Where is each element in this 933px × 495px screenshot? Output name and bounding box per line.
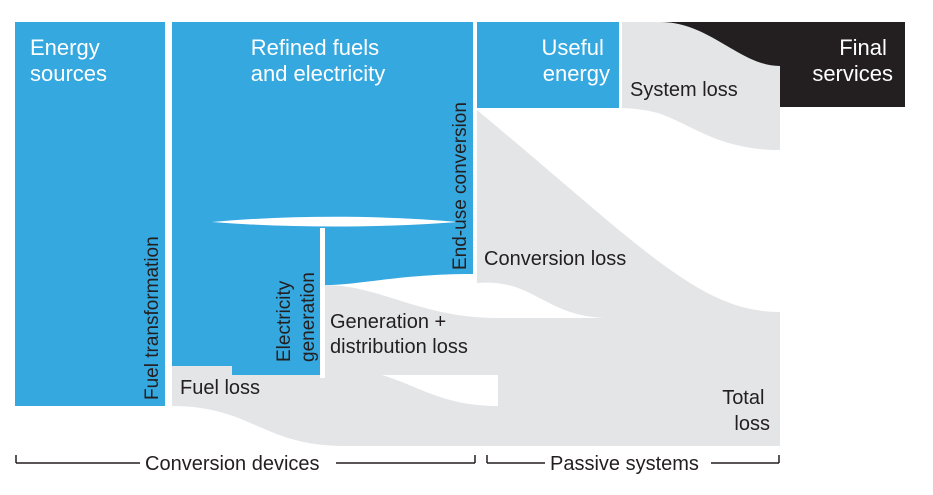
- generation-distribution-loss-label: Generation + distribution loss: [330, 311, 468, 358]
- total-loss-label: Total loss: [722, 387, 770, 435]
- fuel-loss-band: [172, 366, 498, 446]
- total-loss-bar: [498, 318, 780, 446]
- loss-flows: [172, 22, 780, 446]
- energy-flows: [15, 22, 619, 406]
- system-loss-label: System loss: [630, 79, 738, 101]
- electricity-generation-label: Electricity generation: [274, 272, 319, 362]
- fuel-transformation-label: Fuel transformation: [142, 236, 163, 400]
- passive-systems-label: Passive systems: [550, 453, 699, 475]
- end-use-conversion-label: End-use conversion: [450, 102, 471, 270]
- fuel-loss-label: Fuel loss: [180, 377, 260, 399]
- final-services-block: [660, 22, 905, 107]
- flow-split-gap: [212, 216, 458, 227]
- useful-energy-label: Useful energy: [542, 35, 610, 86]
- generation-distribution-loss-band: [325, 285, 498, 375]
- conversion-devices-label: Conversion devices: [145, 453, 320, 475]
- conversion-loss-label: Conversion loss: [484, 248, 626, 270]
- passive-systems-bracket: [486, 455, 780, 464]
- conversion-loss-band: [477, 110, 780, 318]
- conversion-devices-bracket: [15, 455, 476, 464]
- energy-sources-bar: [15, 22, 165, 406]
- energy-sources-label: Energy sources: [30, 35, 107, 86]
- useful-energy-bar: [477, 22, 619, 108]
- electricity-generation-bar: [232, 232, 320, 375]
- refined-fuels-label: Refined fuels and electricity: [251, 35, 386, 86]
- final-services-label: Final services: [812, 35, 893, 86]
